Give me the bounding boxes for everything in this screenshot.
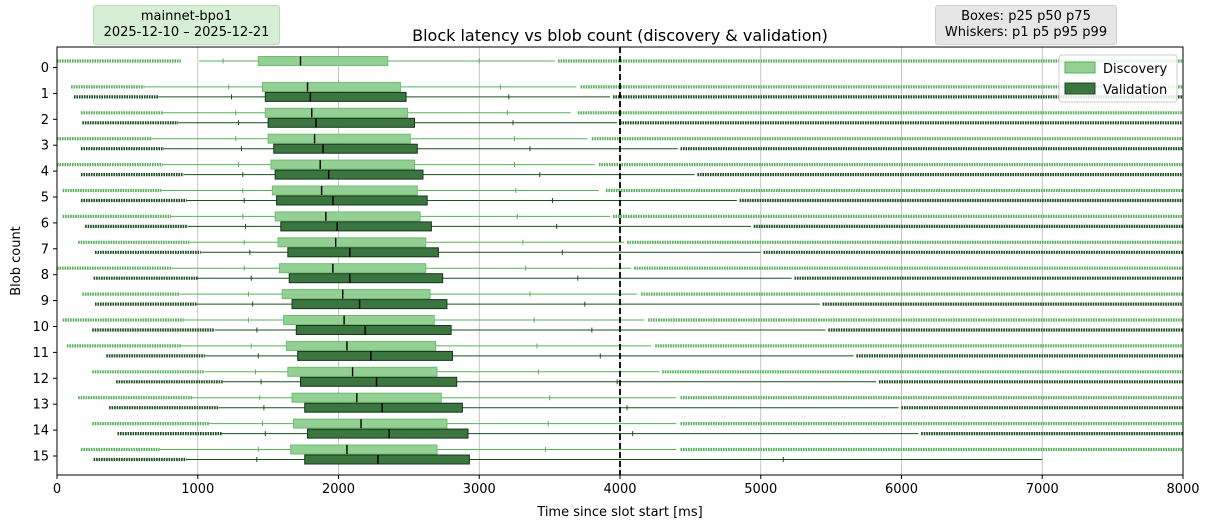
box-discovery <box>267 133 411 144</box>
box-validation <box>288 273 444 284</box>
x-tick-label: 0 <box>53 482 61 497</box>
y-tick-label: 8 <box>41 268 49 283</box>
y-tick-label: 15 <box>32 450 49 465</box>
x-tick-label: 7000 <box>1026 482 1059 497</box>
box-validation <box>295 325 452 335</box>
chart-title: Block latency vs blob count (discovery &… <box>412 26 828 45</box>
y-tick-label: 7 <box>41 242 49 257</box>
whiskers-note: Whiskers: p1 p5 p95 p99 <box>944 25 1108 40</box>
x-tick-label: 8000 <box>1166 482 1199 497</box>
box-validation <box>299 376 458 387</box>
x-tick-label: 5000 <box>744 482 777 497</box>
y-tick-label: 5 <box>41 191 49 206</box>
y-tick-label: 13 <box>32 398 49 413</box>
box-validation <box>287 247 439 258</box>
box-validation <box>276 195 428 206</box>
y-axis-label: Blob count <box>9 226 24 296</box>
y-tick-label: 10 <box>32 320 49 335</box>
box-discovery <box>281 289 431 300</box>
axes: 0 1000 2000 3000 4000 5000 6000 7000 80000123456… <box>32 61 1199 497</box>
x-tick-label: 4000 <box>603 482 636 497</box>
box-discovery <box>278 263 427 274</box>
legend-label-validation: Validation <box>1103 83 1167 98</box>
x-axis-label: Time since slot start [ms] <box>536 505 702 520</box>
date-range: 2025-12-10 – 2025-12-21 <box>103 25 270 40</box>
y-tick-label: 3 <box>41 139 49 154</box>
legend-swatch-discovery <box>1064 61 1096 74</box>
y-tick-label: 12 <box>32 372 49 387</box>
box-discovery <box>261 81 401 92</box>
box-discovery <box>264 107 408 118</box>
box-validation <box>273 143 418 154</box>
y-tick-label: 11 <box>32 346 49 361</box>
legend-swatch-validation <box>1064 82 1096 95</box>
y-tick-label: 9 <box>41 294 49 309</box>
box-validation <box>291 299 448 310</box>
box-discovery <box>271 185 418 196</box>
box-discovery <box>257 56 389 66</box>
y-tick-label: 1 <box>41 87 49 102</box>
box-discovery <box>283 315 435 325</box>
box-discovery <box>277 237 427 248</box>
box-validation <box>304 454 470 465</box>
box-discovery <box>290 444 438 455</box>
x-tick-label: 3000 <box>463 482 496 497</box>
box-discovery <box>285 340 437 351</box>
y-tick-label: 14 <box>32 424 49 439</box>
y-tick-label: 4 <box>41 165 49 180</box>
plot-area <box>57 47 1183 475</box>
box-validation <box>274 169 424 180</box>
box-validation <box>280 221 432 232</box>
y-tick-label: 2 <box>41 113 49 128</box>
legend-label-discovery: Discovery <box>1103 62 1168 77</box>
box-validation <box>297 350 454 361</box>
network-name: mainnet-bpo1 <box>140 9 233 24</box>
box-discovery <box>270 159 416 170</box>
box-validation <box>307 428 469 439</box>
box-discovery <box>292 418 448 429</box>
x-tick-label: 6000 <box>885 482 918 497</box>
box-discovery <box>291 392 442 403</box>
y-tick-label: 0 <box>41 61 49 76</box>
legend: Discovery Validation <box>1058 54 1178 103</box>
x-tick-label: 2000 <box>322 482 355 497</box>
box-discovery <box>274 211 421 222</box>
y-tick-label: 6 <box>41 216 49 231</box>
box-validation <box>304 402 463 413</box>
percentile-legend-badge: Boxes: p25 p50 p75 Whiskers: p1 p5 p95 p… <box>935 5 1117 45</box>
network-badge: mainnet-bpo1 2025-12-10 – 2025-12-21 <box>93 5 280 45</box>
boxes-note: Boxes: p25 p50 p75 <box>961 9 1091 24</box>
box-validation <box>267 117 416 128</box>
x-tick-label: 1000 <box>181 482 214 497</box>
box-discovery <box>287 366 438 377</box>
box-validation <box>264 91 407 102</box>
